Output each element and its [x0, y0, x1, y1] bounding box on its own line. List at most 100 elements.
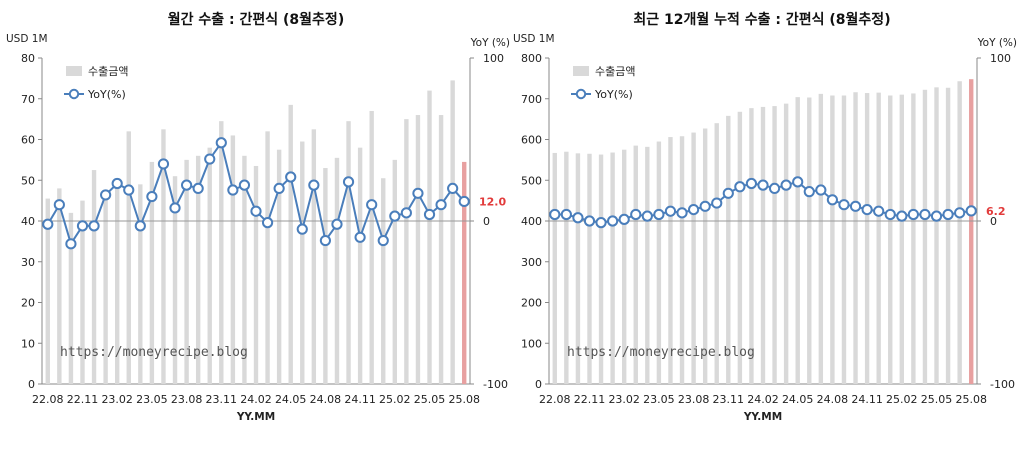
yoy-point-22.11	[583, 215, 596, 227]
bar-23.04	[138, 184, 143, 384]
chart-1: 월간 수출 : 간편식 (8월추정) USD 1M YoY (%) 0 10 20 30 40…	[6, 11, 510, 423]
yoy-point-25.08	[965, 205, 977, 217]
bar-24.03	[265, 131, 270, 384]
x-tick-label: 24.02	[240, 393, 272, 406]
yoy-point-24.12	[366, 199, 378, 211]
bar-22.11	[587, 153, 592, 384]
watermark: https://moneyrecipe.blog	[567, 345, 755, 360]
x-tick-label: 25.05	[414, 393, 446, 406]
bar-22.09	[564, 151, 569, 384]
x-tick-label: 24.11	[344, 393, 376, 406]
chart-title: 월간 수출 : 간편식 (8월추정)	[168, 11, 344, 28]
bar-23.01	[103, 192, 108, 384]
bar-24.08	[830, 95, 835, 385]
bar-25.08	[969, 79, 974, 384]
bar-23.07	[679, 136, 685, 384]
yoy-point-24.07	[308, 179, 320, 191]
yoy-point-22.10	[65, 238, 77, 250]
bar-23.09	[195, 155, 201, 384]
yoy-point-24.08	[319, 234, 332, 247]
yoy-point-23.07	[676, 207, 688, 219]
yoy-point-25.06	[435, 199, 447, 211]
bar-23.09	[702, 128, 708, 384]
bar-24.05	[795, 97, 800, 385]
yoy-point-24.08	[826, 194, 839, 206]
bar-24.08	[323, 168, 328, 384]
bar-24.09	[334, 157, 340, 384]
y-left-tick-label: 0	[28, 378, 35, 391]
legend-bar-swatch	[573, 66, 589, 76]
y-left-tick-label: 80	[21, 52, 35, 65]
bar-24.01	[749, 108, 754, 384]
bar-22.10	[68, 212, 74, 384]
bar-24.06	[807, 97, 812, 384]
x-axis-label: YY.MM	[743, 411, 782, 423]
yoy-point-23.06	[664, 205, 677, 217]
chart-2: 최근 12개월 누적 수출 : 간편식 (8월추정) USD 1M YoY (%) 0…	[513, 11, 1017, 423]
yoy-point-24.11	[861, 203, 873, 216]
y-right-unit-label: YoY (%)	[977, 37, 1017, 49]
bar-23.06	[668, 137, 673, 384]
bar-25.04	[415, 115, 421, 385]
legend-line-marker	[68, 88, 80, 100]
yoy-point-24.12	[873, 205, 885, 217]
yoy-point-23.10	[711, 197, 723, 209]
bar-24.03	[772, 106, 777, 385]
bar-22.12	[598, 154, 604, 384]
x-tick-label: 25.08	[448, 393, 480, 406]
y-left-tick-label: 70	[21, 93, 35, 106]
x-tick-label: 25.02	[886, 393, 918, 406]
x-tick-label: 23.02	[608, 393, 640, 406]
x-tick-label: 24.11	[851, 393, 883, 406]
y-left-tick-label: 500	[521, 174, 542, 187]
yoy-point-23.12	[227, 184, 239, 196]
yoy-point-23.04	[134, 220, 146, 232]
yoy-point-25.02	[389, 210, 401, 222]
bar-23.05	[149, 161, 155, 384]
yoy-point-23.06	[157, 158, 170, 170]
x-tick-label: 23.05	[136, 393, 168, 406]
y-right-tick-label: 100	[483, 52, 504, 65]
bar-24.09	[841, 95, 847, 385]
x-tick-label: 25.02	[379, 393, 411, 406]
yoy-point-23.04	[641, 210, 653, 222]
x-tick-label: 22.11	[67, 393, 99, 406]
bar-23.08	[691, 132, 696, 384]
yoy-point-24.04	[780, 179, 792, 191]
bar-24.07	[311, 129, 317, 384]
bar-24.11	[864, 93, 870, 385]
yoy-point-25.03	[907, 208, 919, 221]
bar-23.03	[126, 131, 131, 384]
yoy-point-23.11	[722, 187, 734, 199]
y-left-tick-label: 30	[21, 256, 35, 269]
bar-23.05	[656, 141, 662, 384]
yoy-point-25.04	[412, 187, 424, 199]
y-right-tick-label: 100	[990, 52, 1011, 65]
yoy-point-25.04	[919, 208, 931, 221]
x-tick-label: 23.11	[206, 393, 238, 406]
yoy-point-22.08	[42, 218, 54, 230]
legend-bar-label: 수출금액	[595, 65, 635, 78]
yoy-point-22.10	[572, 212, 584, 224]
x-tick-label: 24.05	[275, 393, 307, 406]
y-left-tick-label: 100	[521, 337, 542, 350]
yoy-point-25.07	[447, 182, 459, 194]
last-yoy-value-label: 12.0	[479, 195, 506, 208]
yoy-point-24.07	[815, 184, 827, 196]
bar-25.05	[934, 87, 939, 384]
bar-23.12	[737, 111, 743, 384]
yoy-point-25.06	[942, 208, 954, 221]
yoy-point-23.09	[192, 182, 204, 194]
legend-bar-label: 수출금액	[88, 65, 128, 78]
bar-22.09	[57, 188, 62, 384]
bar-22.08	[45, 198, 50, 384]
x-axis-label: YY.MM	[236, 411, 275, 423]
y-left-tick-label: 50	[21, 174, 35, 187]
yoy-point-24.04	[273, 182, 285, 194]
yoy-point-23.07	[169, 202, 181, 214]
bar-23.06	[161, 129, 166, 384]
bar-24.10	[346, 121, 351, 384]
yoy-point-24.02	[757, 179, 769, 191]
bar-23.03	[633, 145, 638, 384]
